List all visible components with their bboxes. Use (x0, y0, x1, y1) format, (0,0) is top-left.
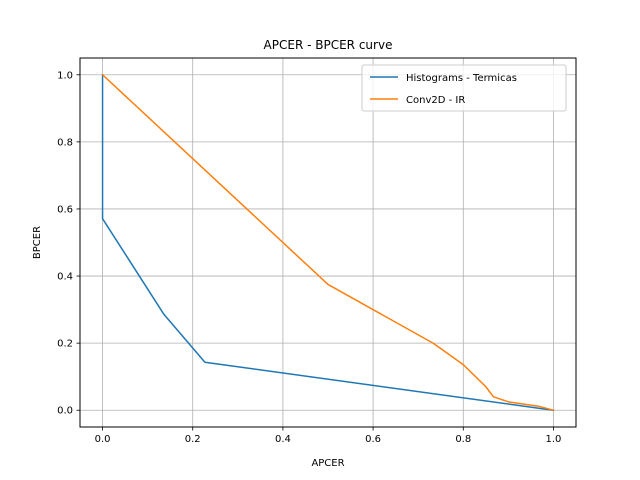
x-tick-label: 0.2 (185, 434, 201, 445)
ticks: 0.0 0.2 0.4 0.6 0.8 1.0 0.0 0.2 0.4 0.6 0.8 1.0 (57, 70, 561, 445)
x-tick-label: 0.6 (365, 434, 381, 445)
y-tick-label: 0.8 (57, 137, 73, 148)
legend-label-2: Conv2D - IR (406, 95, 465, 106)
y-tick-label: 1.0 (57, 70, 73, 81)
x-tick-label: 0.4 (275, 434, 291, 445)
x-axis-label: APCER (311, 458, 344, 469)
plot-frame (79, 57, 577, 428)
y-tick-label: 0.4 (57, 272, 73, 283)
series-line-2 (101, 73, 555, 412)
chart-title: APCER - BPCER curve (264, 38, 393, 52)
series-line-1 (101, 74, 555, 412)
y-tick-label: 0.6 (57, 204, 73, 215)
series-layer (101, 73, 555, 412)
y-axis-label: BPCER (32, 226, 43, 259)
x-tick-label: 1.0 (546, 434, 562, 445)
legend-label-1: Histograms - Termicas (406, 73, 517, 84)
x-tick-label: 0.0 (95, 434, 111, 445)
x-tick-label: 0.8 (455, 434, 471, 445)
legend-box (361, 64, 567, 112)
y-tick-label: 0.2 (57, 339, 73, 350)
y-tick-label: 0.0 (57, 406, 73, 417)
legend: Histograms - Termicas Conv2D - IR (361, 64, 567, 112)
